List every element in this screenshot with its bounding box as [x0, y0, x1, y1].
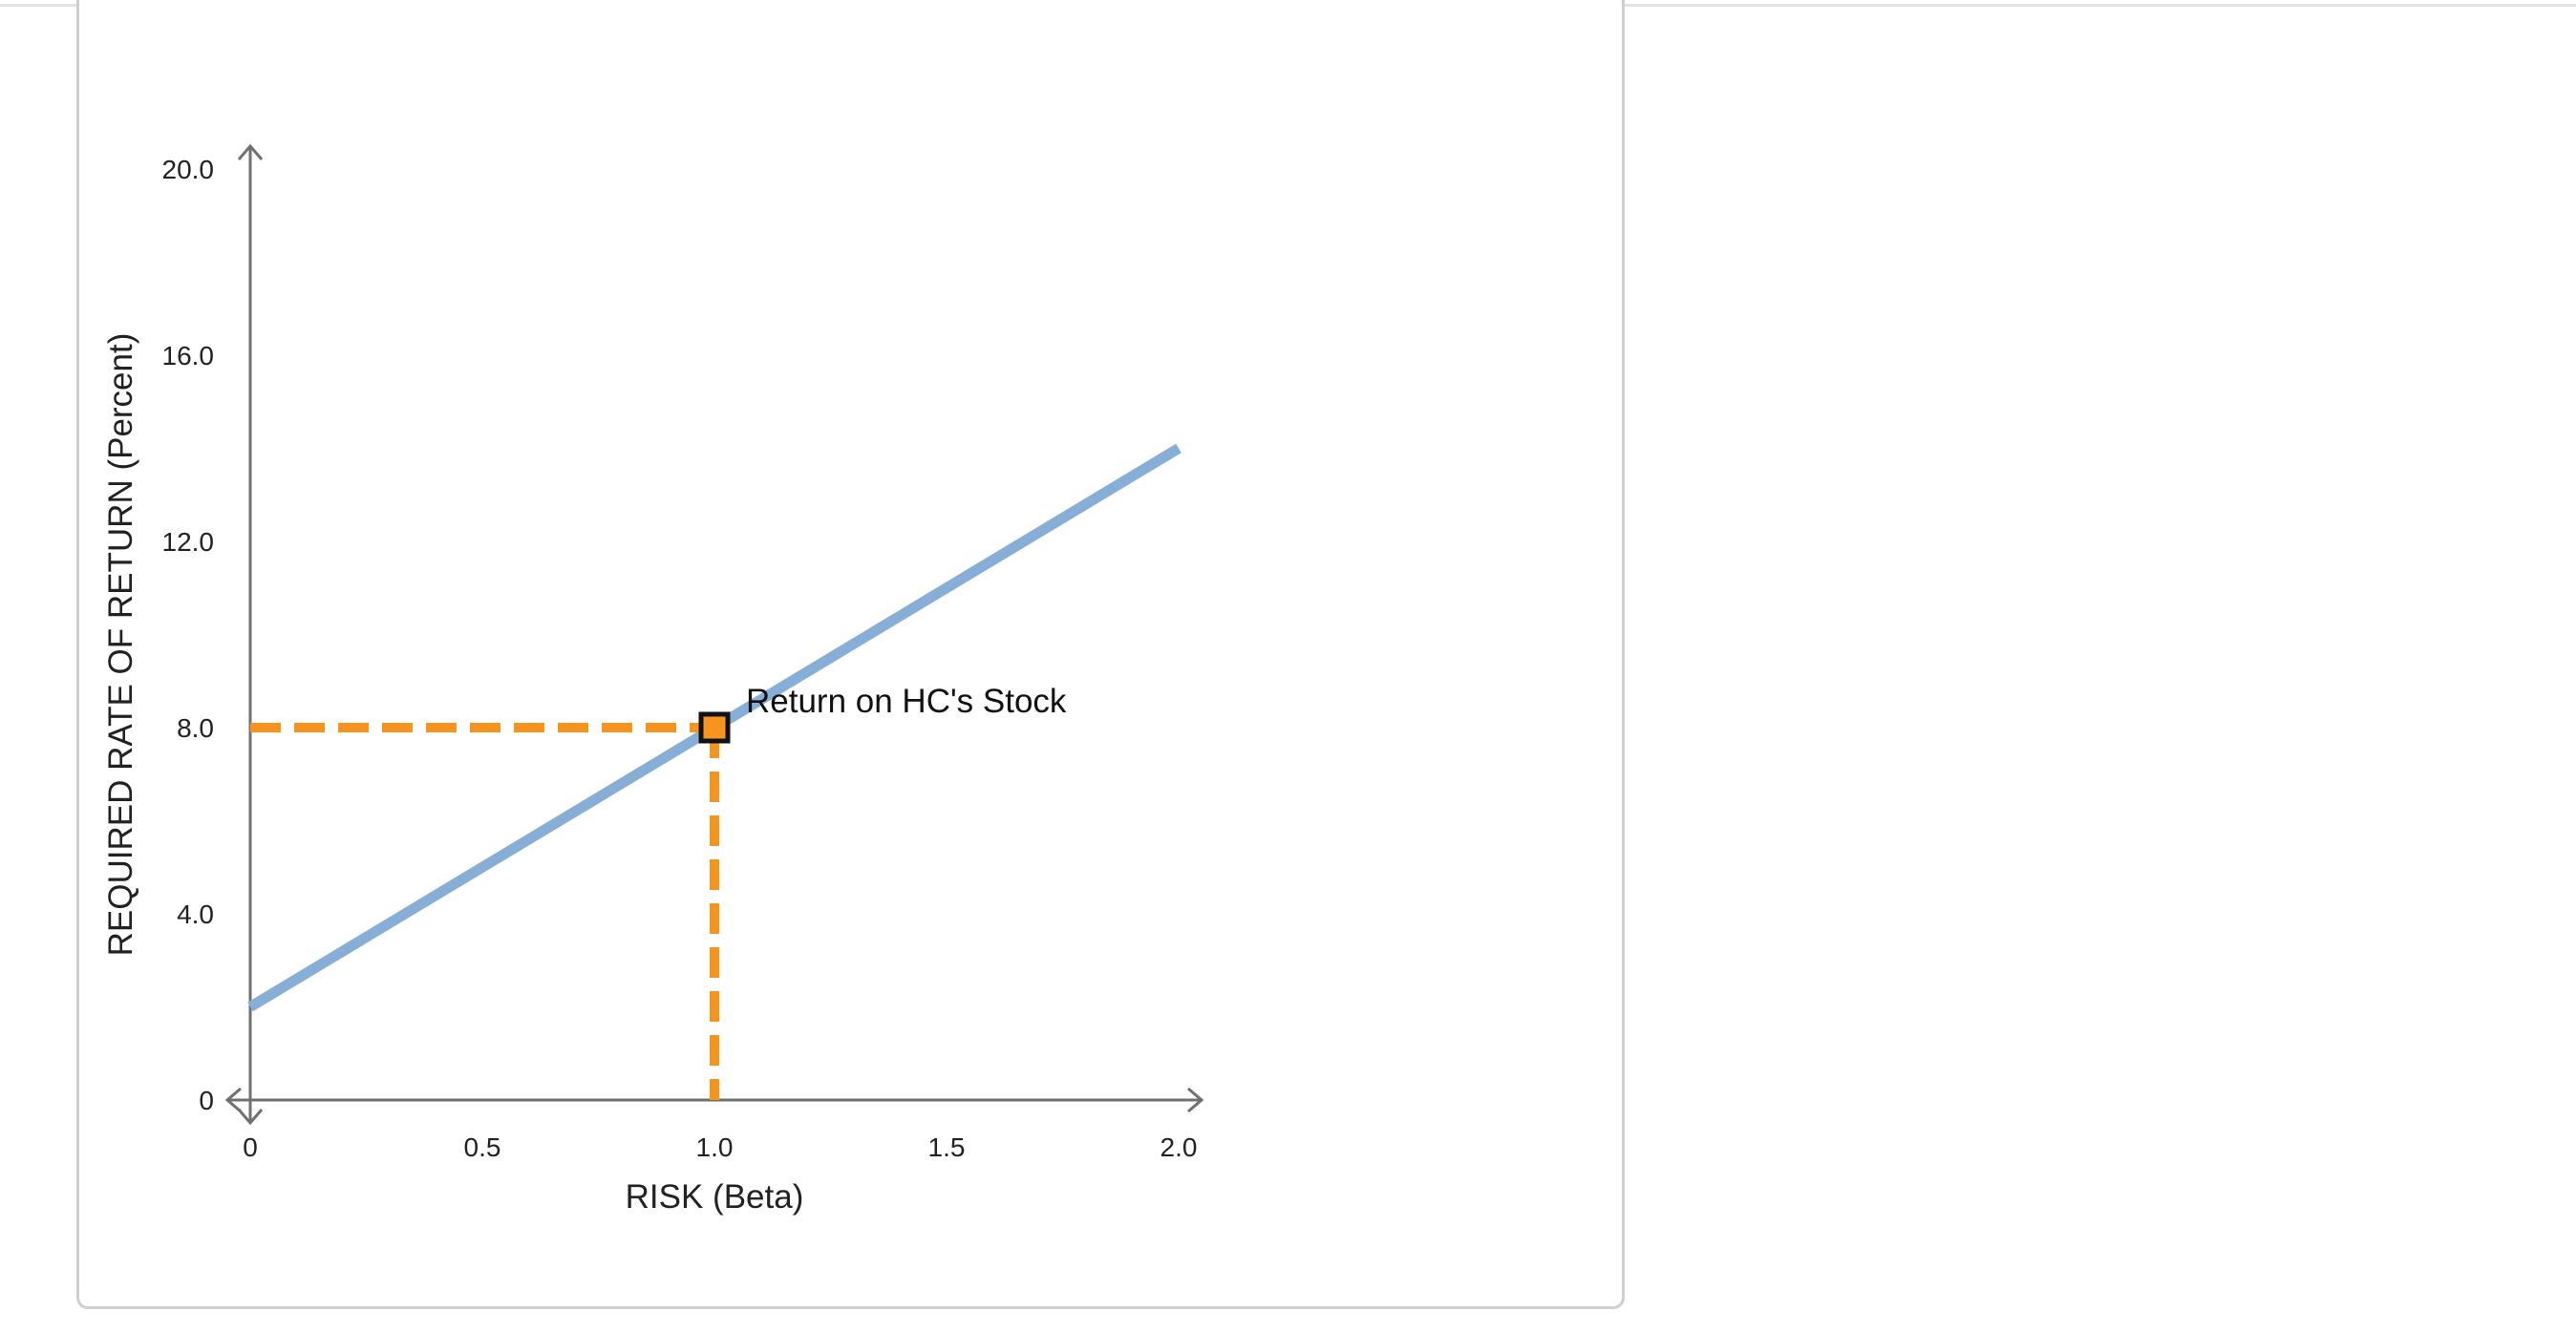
x-tick-label: 0	[243, 1132, 258, 1162]
y-axis-arrow-up	[237, 143, 264, 160]
highlight-point-label: Return on HC's Stock	[746, 683, 1067, 720]
x-axis-arrow-left	[224, 1087, 242, 1113]
x-tick-label: 0.5	[464, 1132, 501, 1162]
y-axis-arrow-down	[237, 1109, 264, 1126]
highlight-point-marker	[698, 711, 731, 744]
y-tick-label: 0	[199, 1086, 214, 1115]
highlight-point-group: Return on HC's Stock	[250, 683, 1067, 1100]
y-tick-label: 20.0	[162, 155, 215, 184]
y-tick-label: 16.0	[162, 341, 215, 370]
x-tick-label: 1.0	[696, 1132, 734, 1162]
x-tick-label: 1.5	[928, 1132, 966, 1162]
tick-labels: 0 0.5 1.0 1.5 2.0 0 4.0 8.0 12.0 16.0 20.0	[162, 155, 1198, 1162]
x-tick-label: 2.0	[1160, 1132, 1198, 1162]
y-tick-label: 12.0	[162, 527, 215, 557]
graph-panel	[76, 0, 1625, 1309]
y-tick-label: 4.0	[177, 899, 214, 929]
y-tick-label: 8.0	[177, 713, 214, 743]
y-axis-title: REQUIRED RATE OF RETURN (Percent)	[102, 333, 139, 957]
x-axis-title: RISK (Beta)	[626, 1178, 804, 1216]
x-axis-arrow-right	[1187, 1087, 1204, 1113]
